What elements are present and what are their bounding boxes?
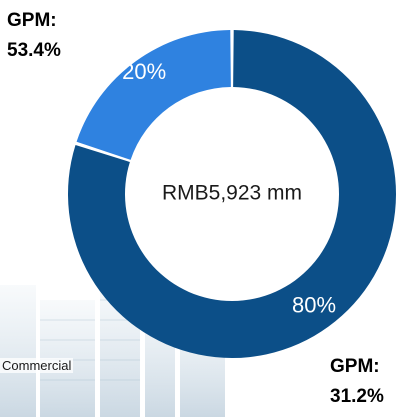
segment-label-commercial: Commercial — [0, 358, 74, 373]
gpm-annotation-bottom: GPM: 31.2% — [330, 352, 384, 412]
donut-slice-80 — [67, 30, 397, 358]
slice-label-20: 20% — [122, 59, 166, 84]
gpm-bottom-value: 31.2% — [330, 386, 384, 407]
gpm-bottom-caption: GPM: — [330, 356, 380, 377]
gpm-top-value: 53.4% — [7, 40, 61, 61]
center-total-label: RMB5,923 mm — [162, 182, 302, 205]
slice-label-80: 80% — [292, 293, 336, 318]
donut-slice-20 — [76, 30, 231, 160]
gpm-annotation-top: GPM: 53.4% — [7, 6, 61, 66]
gpm-top-caption: GPM: — [7, 10, 57, 31]
